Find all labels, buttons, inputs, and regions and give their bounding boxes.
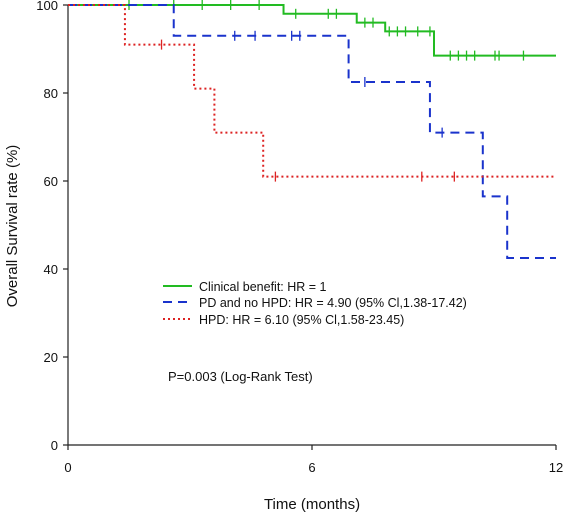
x-tick-label: 12: [549, 460, 563, 475]
survival-curve-2: [68, 4, 556, 259]
y-tick-label: 0: [51, 438, 58, 453]
x-tick-label: 6: [308, 460, 315, 475]
y-tick-label: 20: [44, 350, 58, 365]
axes: 0 20 40 60 80 100 0 6 12: [36, 0, 563, 475]
survival-curves: [68, 0, 556, 259]
survival-curve-1: [68, 4, 556, 57]
x-axis-label: Time (months): [264, 496, 360, 513]
y-axis-label: Overall Survival rate (%): [4, 145, 21, 308]
survival-curve-3: [68, 4, 556, 178]
y-tick-label: 40: [44, 262, 58, 277]
legend: Clinical benefit: HR = 1 PD and no HPD: H…: [163, 280, 467, 327]
y-tick-label: 80: [44, 86, 58, 101]
y-tick-label: 100: [36, 0, 58, 13]
legend-label: PD and no HPD: HR = 4.90 (95% Cl,1.38-17…: [199, 296, 467, 310]
pvalue-annotation: P=0.003 (Log-Rank Test): [168, 369, 313, 384]
y-tick-label: 60: [44, 174, 58, 189]
legend-label: Clinical benefit: HR = 1: [199, 280, 327, 294]
x-tick-label: 0: [64, 460, 71, 475]
legend-label: HPD: HR = 6.10 (95% Cl,1.58-23.45): [199, 313, 404, 327]
